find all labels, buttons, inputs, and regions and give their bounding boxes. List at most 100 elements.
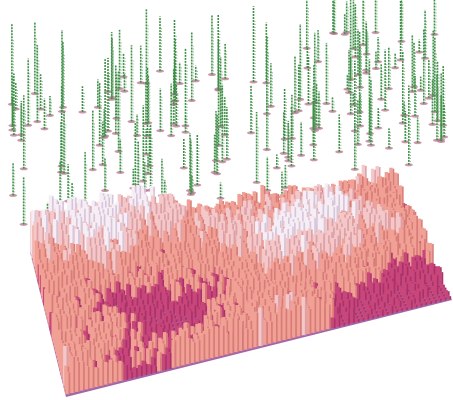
terrain-bar-side — [216, 248, 218, 279]
terrain-bar — [178, 296, 182, 309]
terrain-bar-side — [360, 300, 362, 304]
terrain-bar — [396, 272, 401, 288]
terrain-bar — [178, 320, 182, 325]
terrain-bar-side — [411, 300, 413, 309]
terrain-bar — [390, 267, 394, 286]
terrain-bar — [44, 232, 49, 274]
terrain-bar — [340, 321, 344, 326]
terrain-bar-side — [444, 297, 447, 301]
terrain-bar-side — [358, 308, 361, 312]
terrain-bar — [139, 268, 143, 297]
terrain-bar — [398, 296, 402, 301]
terrain-bar-side — [361, 303, 364, 307]
terrain-bar-side — [193, 277, 195, 299]
terrain-bar — [172, 318, 176, 323]
terrain-bar-side — [115, 250, 118, 289]
terrain-bar — [357, 313, 362, 318]
terrain-bar — [212, 286, 216, 306]
terrain-bar-side — [183, 304, 186, 317]
terrain-bar — [180, 303, 184, 317]
terrain-bar — [143, 293, 148, 312]
terrain-bar-side — [414, 298, 416, 305]
terrain-bar — [159, 303, 163, 313]
terrain-bar — [430, 285, 434, 290]
terrain-bar — [280, 232, 285, 285]
terrain-bar — [375, 305, 380, 310]
terrain-bar-side — [372, 315, 375, 319]
terrain-bar-side — [150, 317, 153, 324]
terrain-bar-side — [416, 261, 418, 278]
terrain-bar — [344, 311, 349, 325]
terrain-bar-side — [387, 294, 389, 305]
terrain-bar-side — [383, 302, 386, 309]
terrain-bar — [355, 307, 359, 312]
terrain-bar-side — [393, 282, 396, 297]
terrain-bar — [407, 299, 412, 309]
terrain-bar-side — [160, 220, 163, 261]
terrain-bar-side — [201, 310, 204, 325]
terrain-bar-side — [361, 314, 363, 318]
terrain-bar-side — [441, 291, 444, 295]
terrain-bar-side — [114, 276, 116, 302]
terrain-bar-side — [424, 274, 426, 283]
terrain-bar — [428, 280, 433, 288]
terrain-bar — [329, 298, 333, 325]
terrain-bar-side — [415, 304, 418, 308]
terrain-bar-side — [121, 293, 123, 309]
terrain-bar — [383, 293, 388, 305]
terrain-bar-side — [157, 284, 160, 298]
terrain-bar-side — [443, 284, 445, 288]
terrain-bar-side — [338, 314, 341, 327]
terrain-bar — [370, 301, 375, 311]
terrain-bar-side — [200, 289, 203, 306]
terrain-bar-side — [416, 240, 418, 268]
terrain-bar — [338, 318, 343, 323]
terrain-bar — [433, 283, 437, 296]
terrain-bar — [417, 302, 421, 307]
terrain-bar — [131, 260, 136, 290]
terrain-bar — [354, 318, 358, 323]
terrain-bar-side — [379, 270, 382, 290]
terrain-bar — [369, 282, 374, 298]
terrain-bar — [376, 282, 380, 300]
terrain-bar — [360, 281, 364, 300]
terrain-bar — [426, 299, 431, 304]
terrain-bar-side — [423, 299, 426, 303]
terrain-bar — [153, 263, 157, 294]
terrain-bar-side — [448, 291, 450, 297]
terrain-bar — [176, 285, 181, 306]
terrain-bar — [401, 302, 405, 307]
terrain-bar-side — [99, 272, 101, 300]
terrain-bar-side — [136, 298, 139, 310]
terrain-bar — [438, 271, 442, 285]
terrain-bar — [372, 310, 376, 315]
terrain-bar — [407, 280, 412, 289]
terrain-bar-side — [377, 298, 380, 307]
terrain-bar-side — [441, 272, 444, 285]
terrain-bar — [81, 291, 85, 320]
terrain-bar — [361, 291, 366, 303]
terrain-bar-side — [370, 308, 373, 316]
terrain-bar-side — [357, 319, 360, 323]
terrain-bar-side — [140, 288, 142, 305]
terrain-bar — [342, 306, 346, 318]
terrain-bar-side — [94, 269, 96, 301]
terrain-bar-side — [355, 285, 358, 305]
terrain-bar-side — [365, 292, 367, 303]
terrain-bar — [201, 282, 206, 305]
terrain-bar — [209, 254, 213, 284]
terrain-bar — [126, 306, 130, 320]
terrain-bar-side — [242, 292, 245, 324]
terrain-bar — [425, 250, 429, 272]
terrain-bar-side — [373, 283, 375, 298]
terrain-bar — [359, 316, 363, 321]
terrain-bar-side — [151, 295, 154, 311]
terrain-bar-side — [444, 287, 447, 291]
terrain-bar — [108, 269, 112, 294]
terrain-bar-side — [314, 260, 317, 297]
terrain-bar — [428, 292, 432, 297]
terrain-bar — [352, 284, 356, 305]
terrain-bar-side — [396, 309, 399, 313]
